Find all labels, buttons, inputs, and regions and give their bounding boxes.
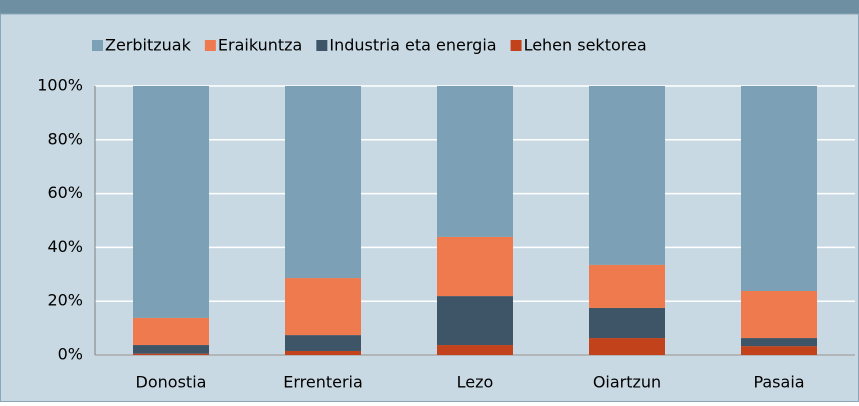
y-tick-label: 60% — [47, 183, 83, 202]
legend-label: Zerbitzuak — [105, 36, 192, 55]
bar-segment — [741, 338, 817, 347]
y-tick-label: 20% — [47, 291, 83, 310]
legend-label: Industria eta energia — [329, 36, 496, 55]
x-tick-label: Pasaia — [753, 373, 804, 392]
bar-segment — [133, 317, 209, 346]
legend-swatch — [92, 40, 103, 51]
legend-label: Lehen sektorea — [524, 36, 647, 55]
y-tick-label: 0% — [58, 345, 83, 364]
bar-segment — [589, 86, 665, 265]
bar-segment — [133, 353, 209, 355]
y-tick-label: 100% — [37, 76, 83, 95]
bar-segment — [133, 345, 209, 354]
legend-swatch — [510, 40, 522, 51]
x-tick-label: Errenteria — [283, 373, 363, 392]
bar-segment — [133, 86, 209, 318]
legend-label: Eraikuntza — [218, 36, 302, 55]
bar-segment — [285, 335, 361, 351]
y-tick-label: 80% — [47, 129, 83, 148]
x-tick-label: Oiartzun — [593, 373, 661, 392]
bar-segment — [741, 290, 817, 339]
x-tick-label: Lezo — [457, 373, 494, 392]
bar-segment — [437, 345, 513, 355]
legend-swatch — [204, 40, 216, 51]
bar-segment — [589, 264, 665, 308]
bar-segment — [589, 307, 665, 339]
y-tick-label: 40% — [47, 237, 83, 256]
bar-segment — [285, 350, 361, 355]
bar-segment — [437, 236, 513, 297]
top-bar — [0, 0, 859, 14]
x-tick-label: Donostia — [136, 373, 207, 392]
bar-segment — [741, 346, 817, 355]
bar-segment — [741, 86, 817, 291]
bar-segment — [285, 86, 361, 279]
bar-segment — [589, 338, 665, 355]
bar-segment — [437, 296, 513, 346]
bar-segment — [285, 278, 361, 336]
legend-swatch — [316, 40, 328, 51]
bar-segment — [437, 86, 513, 237]
